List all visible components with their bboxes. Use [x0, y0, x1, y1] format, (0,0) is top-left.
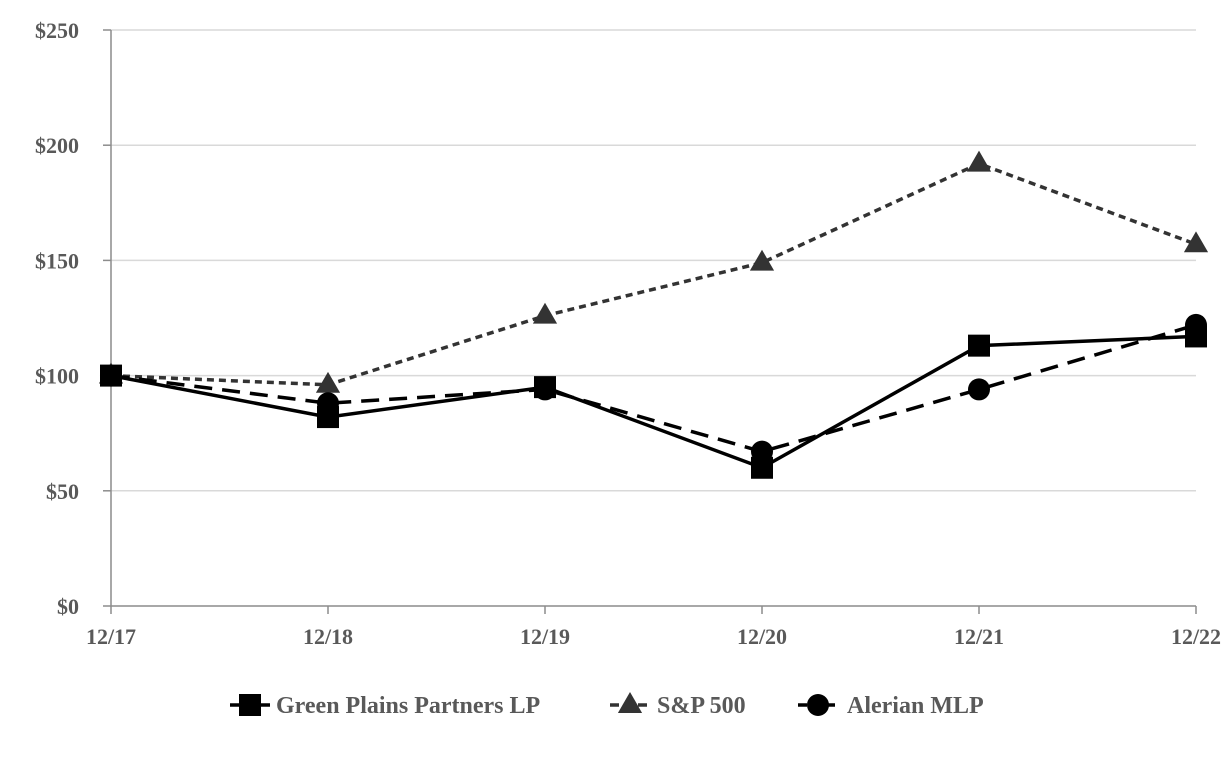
- series-circle: [100, 313, 1207, 463]
- series-triangle: [98, 150, 1209, 393]
- triangle-marker: [749, 249, 775, 271]
- y-tick-label: $200: [35, 133, 79, 158]
- series-line: [110, 323, 1197, 454]
- x-tick-label: 12/17: [86, 624, 136, 649]
- axes: $0 $50 $100 $150 $200 $250 12/17 12/18 12/19 12/2…: [35, 18, 1221, 649]
- triangle-marker: [617, 692, 643, 713]
- square-marker: [968, 334, 990, 357]
- y-tick-label: $150: [35, 248, 79, 273]
- x-tick-label: 12/20: [737, 624, 787, 649]
- square-marker: [534, 376, 556, 399]
- square-marker: [1185, 325, 1207, 348]
- triangle-marker: [1183, 231, 1209, 253]
- x-tick-label: 12/21: [954, 624, 1004, 649]
- square-marker: [100, 364, 122, 387]
- series-lines: [98, 150, 1209, 479]
- x-tick-label: 12/22: [1171, 624, 1221, 649]
- y-tick-label: $50: [46, 479, 79, 504]
- y-tick-label: $0: [57, 594, 79, 619]
- legend-item: S&P 500: [610, 692, 746, 719]
- series-line: [110, 161, 1197, 387]
- legend-item: Alerian MLP: [798, 693, 984, 719]
- series-line: [110, 334, 1197, 470]
- legend-item: Green Plains Partners LP: [230, 693, 540, 719]
- legend-label: S&P 500: [657, 693, 746, 719]
- y-tick-label: $250: [35, 18, 79, 43]
- gridlines: [111, 29, 1196, 492]
- circle-marker: [968, 378, 990, 401]
- circle-marker: [807, 694, 829, 716]
- legend-label: Green Plains Partners LP: [276, 693, 540, 719]
- x-tick-label: 12/19: [520, 624, 570, 649]
- triangle-marker: [315, 371, 341, 393]
- square-marker: [751, 456, 773, 479]
- x-tick-label: 12/18: [303, 624, 353, 649]
- square-marker: [317, 406, 339, 429]
- square-marker: [239, 694, 261, 716]
- series-square: [100, 325, 1207, 479]
- triangle-marker: [966, 150, 992, 172]
- triangle-marker: [532, 302, 558, 324]
- y-tick-label: $100: [35, 364, 79, 389]
- legend-label: Alerian MLP: [847, 693, 984, 719]
- legend: Green Plains Partners LP S&P 500 Alerian M…: [230, 692, 984, 719]
